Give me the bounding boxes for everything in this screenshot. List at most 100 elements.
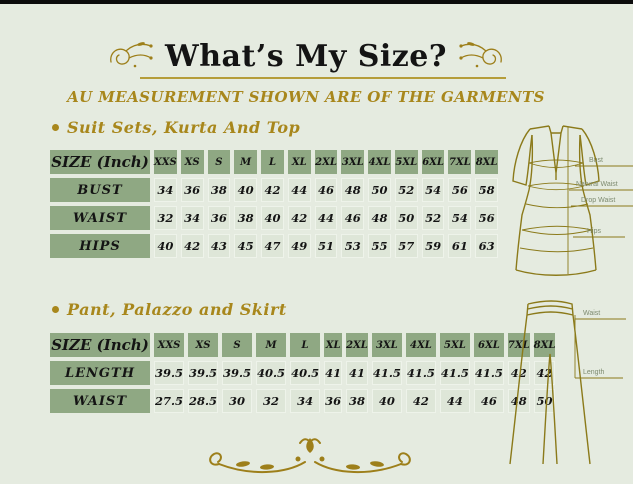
suit-sets-size-table: SIZE (Inch) XXS XS S M L XL 2XL 3XL 4XL 5XL 6XL 7XL 8… <box>50 150 498 258</box>
value-cell: 55 <box>368 234 391 258</box>
row-label-cell: HIPS <box>50 234 150 258</box>
value-cell: 32 <box>154 206 177 230</box>
row-label-cell: BUST <box>50 178 150 202</box>
bottom-flourish-icon <box>209 438 411 473</box>
value-cell: 50 <box>394 206 418 230</box>
value-cell: 42 <box>180 234 204 258</box>
section-title-pant-palazzo: Pant, Palazzo and Skirt <box>52 300 287 319</box>
pant-palazzo-size-table: SIZE (Inch) XXS XS S M L XL 2XL 3XL 4XL 5XL 6XL 7XL 8… <box>50 333 556 413</box>
value-cell: 42 <box>287 206 311 230</box>
size-column-header-cell: 3XL <box>341 150 365 174</box>
value-cell: 41 <box>324 361 343 385</box>
size-column-header-cell: 6XL <box>421 150 445 174</box>
value-cell: 51 <box>314 234 338 258</box>
value-cell: 38 <box>234 206 258 230</box>
size-column-header-cell: 5XL <box>394 150 418 174</box>
value-cell: 42 <box>261 178 284 202</box>
value-cell: 50 <box>368 178 391 202</box>
value-cell: 40.5 <box>256 361 287 385</box>
value-cell: 54 <box>421 178 445 202</box>
page-title: What’s My Size? <box>165 38 447 74</box>
size-column-header-cell: 3XL <box>371 333 402 357</box>
hips-label: Hips <box>587 228 602 235</box>
size-column-header-cell: S <box>207 150 231 174</box>
size-unit-header-cell: SIZE (Inch) <box>50 333 150 357</box>
size-column-header-cell: XXS <box>154 333 185 357</box>
section-title-label: Pant, Palazzo and Skirt <box>67 300 287 319</box>
value-cell: 46 <box>314 178 338 202</box>
value-cell: 32 <box>256 389 287 413</box>
row-label-cell: WAIST <box>50 389 150 413</box>
bullet-icon <box>52 124 59 131</box>
value-cell: 36 <box>180 178 204 202</box>
value-cell: 50 <box>533 389 556 413</box>
value-cell: 48 <box>368 206 391 230</box>
size-column-header-cell: XS <box>188 333 219 357</box>
value-cell: 41.5 <box>439 361 470 385</box>
value-cell: 52 <box>421 206 445 230</box>
value-cell: 41.5 <box>473 361 504 385</box>
top-black-strip <box>0 0 633 4</box>
page-subtitle: AU MEASUREMENT SHOWN ARE OF THE GARMENTS <box>67 88 545 106</box>
size-column-header-cell: XS <box>180 150 204 174</box>
value-cell: 34 <box>180 206 204 230</box>
value-cell: 48 <box>341 178 365 202</box>
value-cell: 52 <box>394 178 418 202</box>
drop-waist-label: Drop Waist <box>581 197 615 204</box>
value-cell: 57 <box>394 234 418 258</box>
row-label-cell: LENGTH <box>50 361 150 385</box>
size-column-header-cell: S <box>222 333 253 357</box>
size-column-header-cell: 4XL <box>368 150 391 174</box>
size-column-header-cell: XL <box>324 333 343 357</box>
value-cell: 41.5 <box>371 361 402 385</box>
size-column-header-cell: XXS <box>154 150 177 174</box>
value-cell: 56 <box>475 206 498 230</box>
value-cell: 39.5 <box>222 361 253 385</box>
section-title-suit-sets: Suit Sets, Kurta And Top <box>52 118 300 137</box>
value-cell: 49 <box>287 234 311 258</box>
title-flourish-right-icon <box>459 42 502 68</box>
size-column-header-cell: 8XL <box>475 150 498 174</box>
value-cell: 40.5 <box>290 361 321 385</box>
pant-length-label: Length <box>583 369 605 376</box>
pant-waist-label: Waist <box>583 310 600 317</box>
bullet-icon <box>52 306 59 313</box>
row-label-cell: WAIST <box>50 206 150 230</box>
value-cell: 59 <box>421 234 445 258</box>
value-cell: 46 <box>473 389 504 413</box>
size-column-header-cell: 2XL <box>314 150 338 174</box>
value-cell: 28.5 <box>188 389 219 413</box>
title-flourish-left-icon <box>110 42 153 68</box>
size-column-header-cell: M <box>234 150 258 174</box>
value-cell: 39.5 <box>188 361 219 385</box>
size-column-header-cell: 6XL <box>473 333 504 357</box>
natural-waist-label: Natural Waist <box>576 181 618 188</box>
value-cell: 54 <box>448 206 472 230</box>
palazzo-measurement-illustration: Waist Length <box>509 300 626 465</box>
section-title-label: Suit Sets, Kurta And Top <box>67 118 301 137</box>
value-cell: 34 <box>290 389 321 413</box>
value-cell: 34 <box>154 178 177 202</box>
size-column-header-cell: 7XL <box>448 150 472 174</box>
size-column-header-cell: M <box>256 333 287 357</box>
value-cell: 40 <box>261 206 284 230</box>
value-cell: 45 <box>234 234 258 258</box>
size-column-header-cell: 4XL <box>405 333 436 357</box>
size-column-header-cell: XL <box>287 150 311 174</box>
value-cell: 56 <box>448 178 472 202</box>
value-cell: 44 <box>287 178 311 202</box>
bust-label: Bust <box>589 157 603 164</box>
value-cell: 53 <box>341 234 365 258</box>
value-cell: 41.5 <box>405 361 436 385</box>
value-cell: 46 <box>341 206 365 230</box>
value-cell: 40 <box>234 178 258 202</box>
page-header: What’s My Size? <box>0 38 612 74</box>
value-cell: 44 <box>314 206 338 230</box>
value-cell: 43 <box>207 234 231 258</box>
value-cell: 36 <box>324 389 343 413</box>
size-column-header-cell: 2XL <box>346 333 368 357</box>
value-cell: 40 <box>371 389 402 413</box>
value-cell: 42 <box>405 389 436 413</box>
value-cell: 61 <box>448 234 472 258</box>
